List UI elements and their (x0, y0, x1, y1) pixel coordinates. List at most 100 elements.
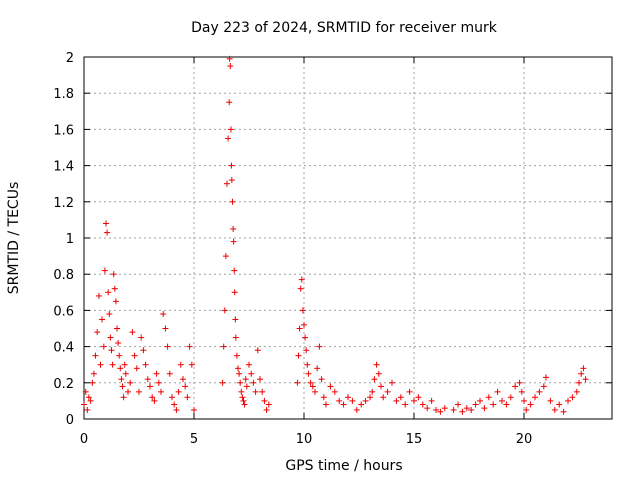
data-point (85, 394, 92, 401)
data-point (221, 307, 228, 314)
data-point (246, 361, 252, 368)
data-point (226, 99, 233, 106)
data-point (97, 361, 104, 368)
data-point (238, 388, 245, 395)
data-point (507, 394, 514, 401)
data-point (233, 352, 240, 359)
data-point (490, 401, 497, 408)
data-point (90, 370, 97, 377)
data-point (222, 253, 229, 260)
data-point (536, 388, 543, 395)
data-point (82, 388, 89, 395)
data-point (512, 383, 519, 390)
data-point (138, 334, 145, 341)
data-point (556, 401, 563, 408)
data-point (521, 397, 527, 404)
y-tick-label: 1 (66, 232, 74, 247)
data-point (551, 406, 558, 413)
data-point (166, 370, 173, 377)
y-tick-label: 0.4 (53, 341, 74, 356)
data-point (499, 397, 505, 404)
data-point (582, 376, 589, 383)
data-point (118, 376, 125, 383)
y-tick-label: 1.4 (53, 160, 74, 175)
data-point (437, 408, 444, 415)
data-point (237, 379, 244, 386)
data-point (115, 339, 122, 346)
data-point (140, 347, 147, 354)
data-point (142, 361, 149, 368)
data-point (402, 401, 409, 408)
data-point (305, 370, 312, 377)
data-point (516, 379, 523, 386)
data-point (580, 365, 587, 372)
data-point (254, 347, 261, 354)
data-point (100, 343, 107, 350)
data-point (169, 394, 175, 401)
data-point (468, 406, 475, 413)
data-point (155, 379, 162, 386)
y-tick-label: 1.8 (53, 87, 74, 102)
data-point (147, 383, 153, 390)
x-axis-title: GPS time / hours (285, 458, 402, 474)
data-point (389, 379, 395, 386)
y-tick-label: 1.6 (53, 123, 74, 138)
data-point (173, 406, 180, 413)
grid-lines (84, 57, 612, 419)
data-point (103, 220, 109, 227)
data-point (232, 334, 239, 341)
data-point (111, 285, 118, 292)
data-point (411, 397, 417, 404)
data-point (242, 376, 249, 383)
x-tick-label: 20 (516, 432, 533, 447)
data-point (257, 376, 263, 383)
data-point (129, 329, 136, 336)
y-tick-label: 1.2 (53, 196, 74, 211)
data-point (231, 289, 238, 296)
data-point (573, 388, 580, 395)
y-tick-label: 0.2 (53, 377, 74, 392)
data-point (158, 388, 164, 395)
data-point (380, 394, 387, 401)
data-point (303, 347, 310, 354)
data-point (112, 298, 119, 305)
data-point (481, 405, 488, 412)
data-point (106, 311, 113, 318)
x-tick-label: 5 (190, 432, 198, 447)
data-point (312, 388, 318, 395)
data-point (240, 397, 247, 404)
data-point (560, 408, 567, 415)
data-point (378, 383, 384, 390)
data-point (340, 401, 347, 408)
data-point (459, 408, 466, 415)
data-point (95, 292, 102, 299)
data-point (299, 307, 306, 314)
data-point (463, 405, 470, 412)
y-axis-title: SRMTID / TECUs (6, 182, 22, 295)
data-point (477, 397, 483, 404)
data-point (122, 370, 129, 377)
data-point (297, 285, 304, 292)
data-point (384, 388, 391, 395)
data-point (229, 198, 236, 205)
data-point (84, 406, 91, 413)
data-point (131, 352, 138, 359)
data-point (175, 388, 182, 395)
data-point (108, 347, 115, 354)
data-point (89, 379, 96, 386)
data-point (307, 379, 314, 386)
data-point (107, 334, 114, 341)
y-tick-label: 0.8 (53, 268, 74, 283)
data-point (485, 394, 492, 401)
data-point (578, 370, 585, 377)
data-point (302, 334, 309, 341)
data-point (323, 401, 329, 408)
data-point (250, 379, 257, 386)
data-point (236, 370, 243, 377)
data-point (182, 383, 189, 390)
data-point (227, 63, 234, 70)
plot-frame (83, 56, 613, 420)
data-point (318, 376, 325, 383)
data-point (415, 394, 422, 401)
